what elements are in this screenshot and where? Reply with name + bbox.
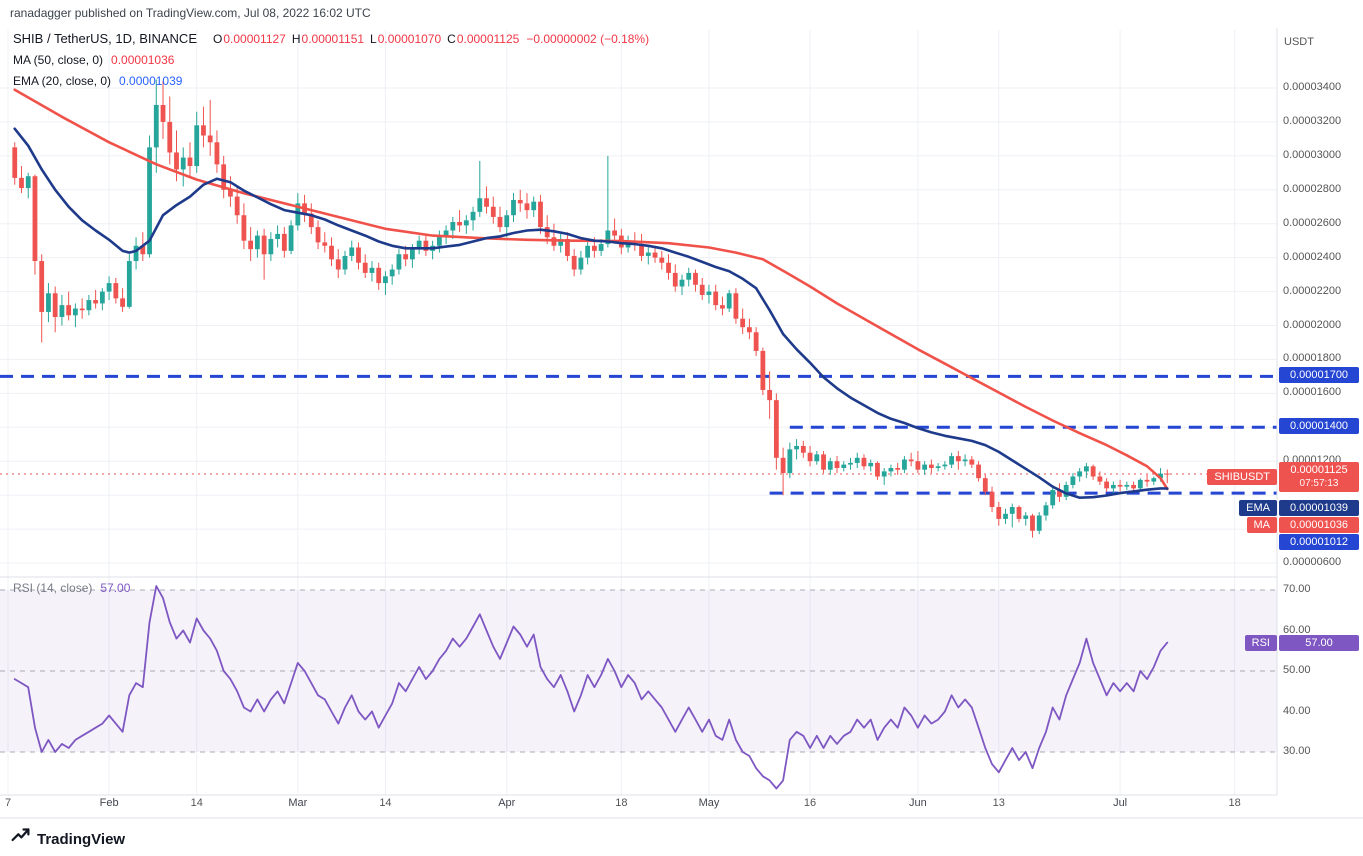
rsi-value: 57.00 — [100, 581, 131, 595]
axis-tick: 0.00003000 — [1283, 148, 1342, 161]
rsi-label: RSI (14, close) — [13, 581, 93, 595]
time-tick: 16 — [803, 797, 817, 809]
open-value: 0.00001127 — [223, 32, 286, 46]
axis-tick: 0.00003200 — [1283, 114, 1342, 127]
publish-watermark: ranadagger published on TradingView.com,… — [10, 6, 371, 20]
tradingview-logo-icon[interactable] — [10, 826, 31, 852]
axis-tick: 0.00002800 — [1283, 182, 1342, 195]
axis-tick: 0.00002000 — [1283, 318, 1342, 331]
ma-price-badge[interactable]: 0.00001036 — [1279, 517, 1359, 533]
rsi-value-badge[interactable]: 57.00 — [1279, 635, 1359, 651]
last-price-value: 0.00001125 — [1290, 464, 1348, 476]
price-level-badge-1400[interactable]: 0.00001400 — [1279, 418, 1359, 434]
axis-tick: 0.00002400 — [1283, 250, 1342, 263]
high-label: H — [291, 32, 301, 46]
axis-tick: 0.00002200 — [1283, 284, 1342, 297]
time-tick: Jun — [909, 797, 927, 809]
price-level-badge-1700[interactable]: 0.00001700 — [1279, 367, 1359, 383]
ema-label: EMA (20, close, 0) — [13, 74, 112, 88]
open-label: O — [213, 32, 223, 46]
ema-value: 0.00001039 — [119, 74, 183, 88]
time-tick: May — [698, 797, 720, 809]
close-label: C — [447, 32, 456, 46]
ma-value: 0.00001036 — [111, 53, 175, 67]
time-tick: 14 — [190, 797, 203, 809]
axis-tick: 0.00002600 — [1283, 216, 1342, 229]
ma-label: MA (50, close, 0) — [13, 53, 104, 67]
tradingview-wordmark[interactable]: TradingView — [37, 830, 126, 848]
time-tick: 18 — [1228, 797, 1241, 809]
low-value: 0.00001070 — [377, 32, 442, 46]
axis-tick: 70.00 — [1283, 583, 1311, 595]
footer: TradingView — [10, 826, 125, 852]
grid-layer — [0, 30, 1277, 795]
close-value: 0.00001125 — [456, 32, 520, 46]
time-tick: 7 — [4, 797, 12, 809]
axis-tick: 30.00 — [1283, 745, 1311, 757]
symbol-row[interactable]: SHIB / TetherUS, 1D, BINANCE O0.00001127 H… — [13, 28, 649, 49]
time-tick: 13 — [992, 797, 1005, 809]
ema-price-tag[interactable]: EMA — [1239, 500, 1277, 516]
time-axis[interactable]: 7 Feb 14 Mar 14 Apr 18 May 16 Jun 13 Jul 18 — [0, 797, 1363, 815]
time-tick: Jul — [1113, 797, 1128, 809]
bar-countdown: 07:57:13 — [1299, 478, 1339, 489]
low-label: L — [370, 32, 377, 46]
time-tick: Feb — [99, 797, 119, 809]
time-tick: 14 — [379, 797, 392, 809]
ema20-line[interactable] — [13, 127, 1169, 500]
ema-price-badge[interactable]: 0.00001039 — [1279, 500, 1359, 516]
axis-tick: 0.00000600 — [1283, 556, 1342, 568]
change-value: −0.00000002 (−0.18%) — [526, 32, 650, 46]
symbol-title: SHIB / TetherUS, 1D, BINANCE — [13, 31, 197, 46]
time-tick: 18 — [615, 797, 628, 809]
ma-price-tag[interactable]: MA — [1246, 517, 1277, 533]
rsi-price-tag[interactable]: RSI — [1244, 635, 1277, 651]
rsi-line[interactable] — [13, 585, 1169, 790]
axis-tick: 50.00 — [1283, 664, 1311, 676]
axis-tick: 0.00001800 — [1283, 352, 1342, 365]
axis-tick: 0.00003400 — [1283, 81, 1342, 93]
high-value: 0.00001151 — [301, 32, 365, 46]
ma-indicator-row[interactable]: MA (50, close, 0) 0.00001036 — [13, 49, 649, 70]
chart-legend: SHIB / TetherUS, 1D, BINANCE O0.00001127 H… — [13, 28, 649, 91]
price-level-badge-1012[interactable]: 0.00001012 — [1279, 534, 1359, 550]
axis-tick: 60.00 — [1283, 623, 1311, 636]
time-tick: Mar — [288, 797, 308, 809]
axis-currency-label: USDT — [1284, 36, 1314, 48]
last-price-badge[interactable]: 0.00001125 07:57:13 — [1279, 462, 1359, 492]
ma50-line[interactable] — [13, 88, 1169, 491]
axis-tick: 40.00 — [1283, 704, 1311, 717]
axis-tick: 0.00001600 — [1283, 386, 1342, 399]
ema-indicator-row[interactable]: EMA (20, close, 0) 0.00001039 — [13, 70, 649, 91]
symbol-price-tag[interactable]: SHIBUSDT — [1207, 469, 1277, 485]
rsi-indicator-legend[interactable]: RSI (14, close) 57.00 — [13, 581, 130, 595]
candles-layer — [12, 79, 1170, 538]
time-tick: Apr — [498, 797, 516, 809]
